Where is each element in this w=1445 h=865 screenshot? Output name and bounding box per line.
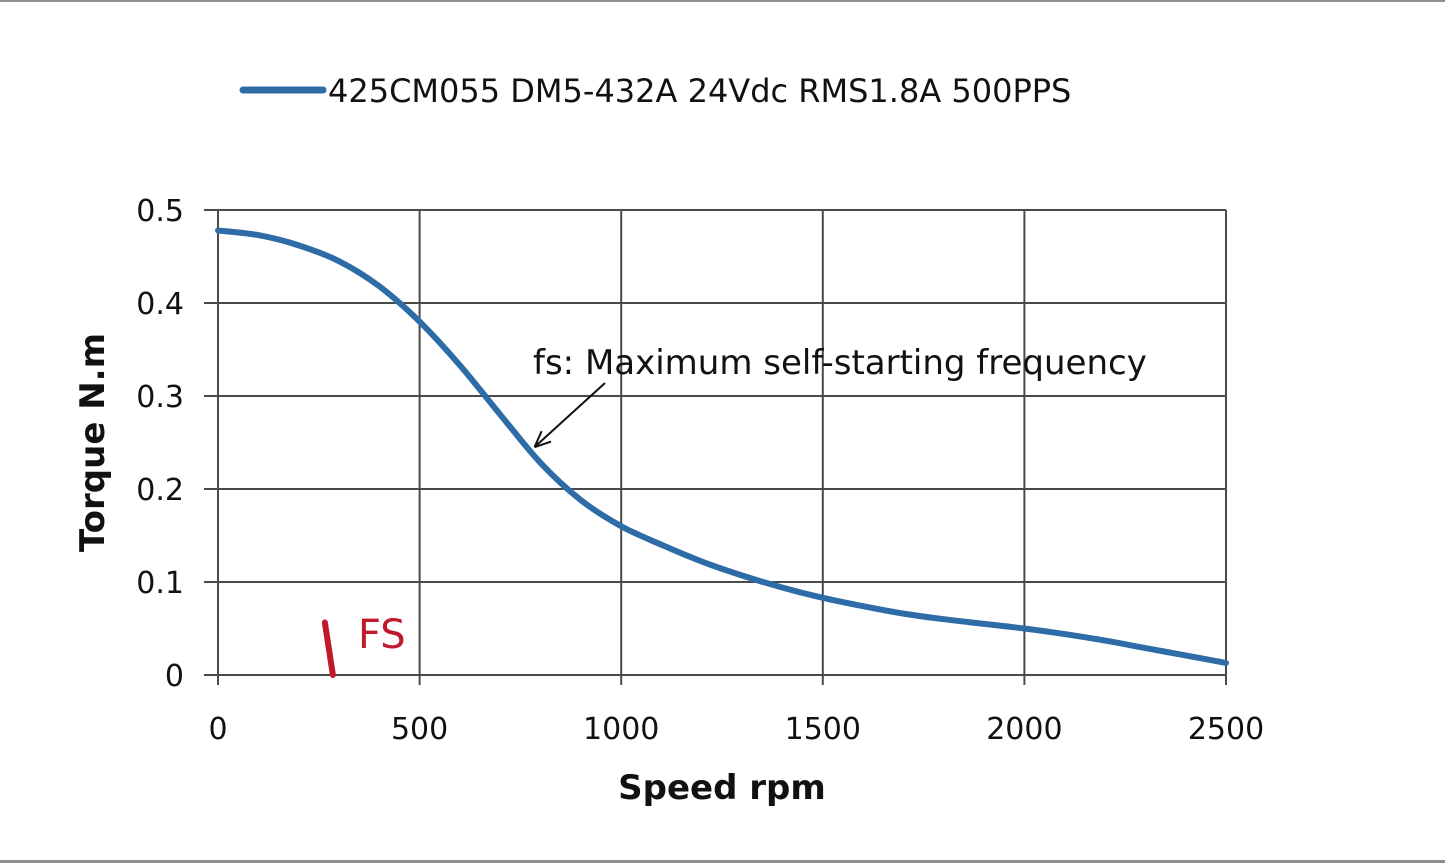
y-tick-label: 0.3 — [136, 380, 184, 415]
series-layer — [215, 227, 1229, 666]
axis-layer — [204, 209, 1227, 685]
x-tick-label: 2500 — [1188, 712, 1264, 747]
legend: 425CM055 DM5-432A 24Vdc RMS1.8A 500PPS — [239, 72, 1071, 110]
y-axis-title: Torque N.m — [73, 333, 113, 552]
y-tick-label: 0.2 — [136, 473, 184, 508]
y-tick-label: 0.4 — [136, 287, 184, 322]
x-tick-label: 2000 — [986, 712, 1062, 747]
y-tick-label: 0.5 — [136, 194, 184, 229]
legend-label: 425CM055 DM5-432A 24Vdc RMS1.8A 500PPS — [328, 72, 1071, 110]
annotation-arrowhead — [533, 430, 552, 449]
fs-marker — [321, 619, 336, 678]
x-tick-label: 1000 — [583, 712, 659, 747]
tick-label-layer: 0 500 1000 1500 2000 2500 0 0.1 0.2 0.3 0.4 0.5 — [136, 194, 1264, 747]
annotation-arrow-line — [533, 382, 606, 448]
fs-label: FS — [358, 612, 406, 658]
x-axis-title: Speed rpm — [618, 768, 826, 808]
annotation-layer: FS fs: Maximum self-starting frequency — [321, 343, 1147, 678]
x-tick-label: 500 — [391, 712, 448, 747]
series-line — [215, 227, 1229, 666]
x-tick-label: 1500 — [785, 712, 861, 747]
x-tick-label: 0 — [208, 712, 227, 747]
annotation-text: fs: Maximum self-starting frequency — [533, 343, 1147, 383]
y-tick-label: 0 — [165, 659, 184, 694]
grid-layer — [218, 209, 1227, 675]
y-tick-label: 0.1 — [136, 566, 184, 601]
